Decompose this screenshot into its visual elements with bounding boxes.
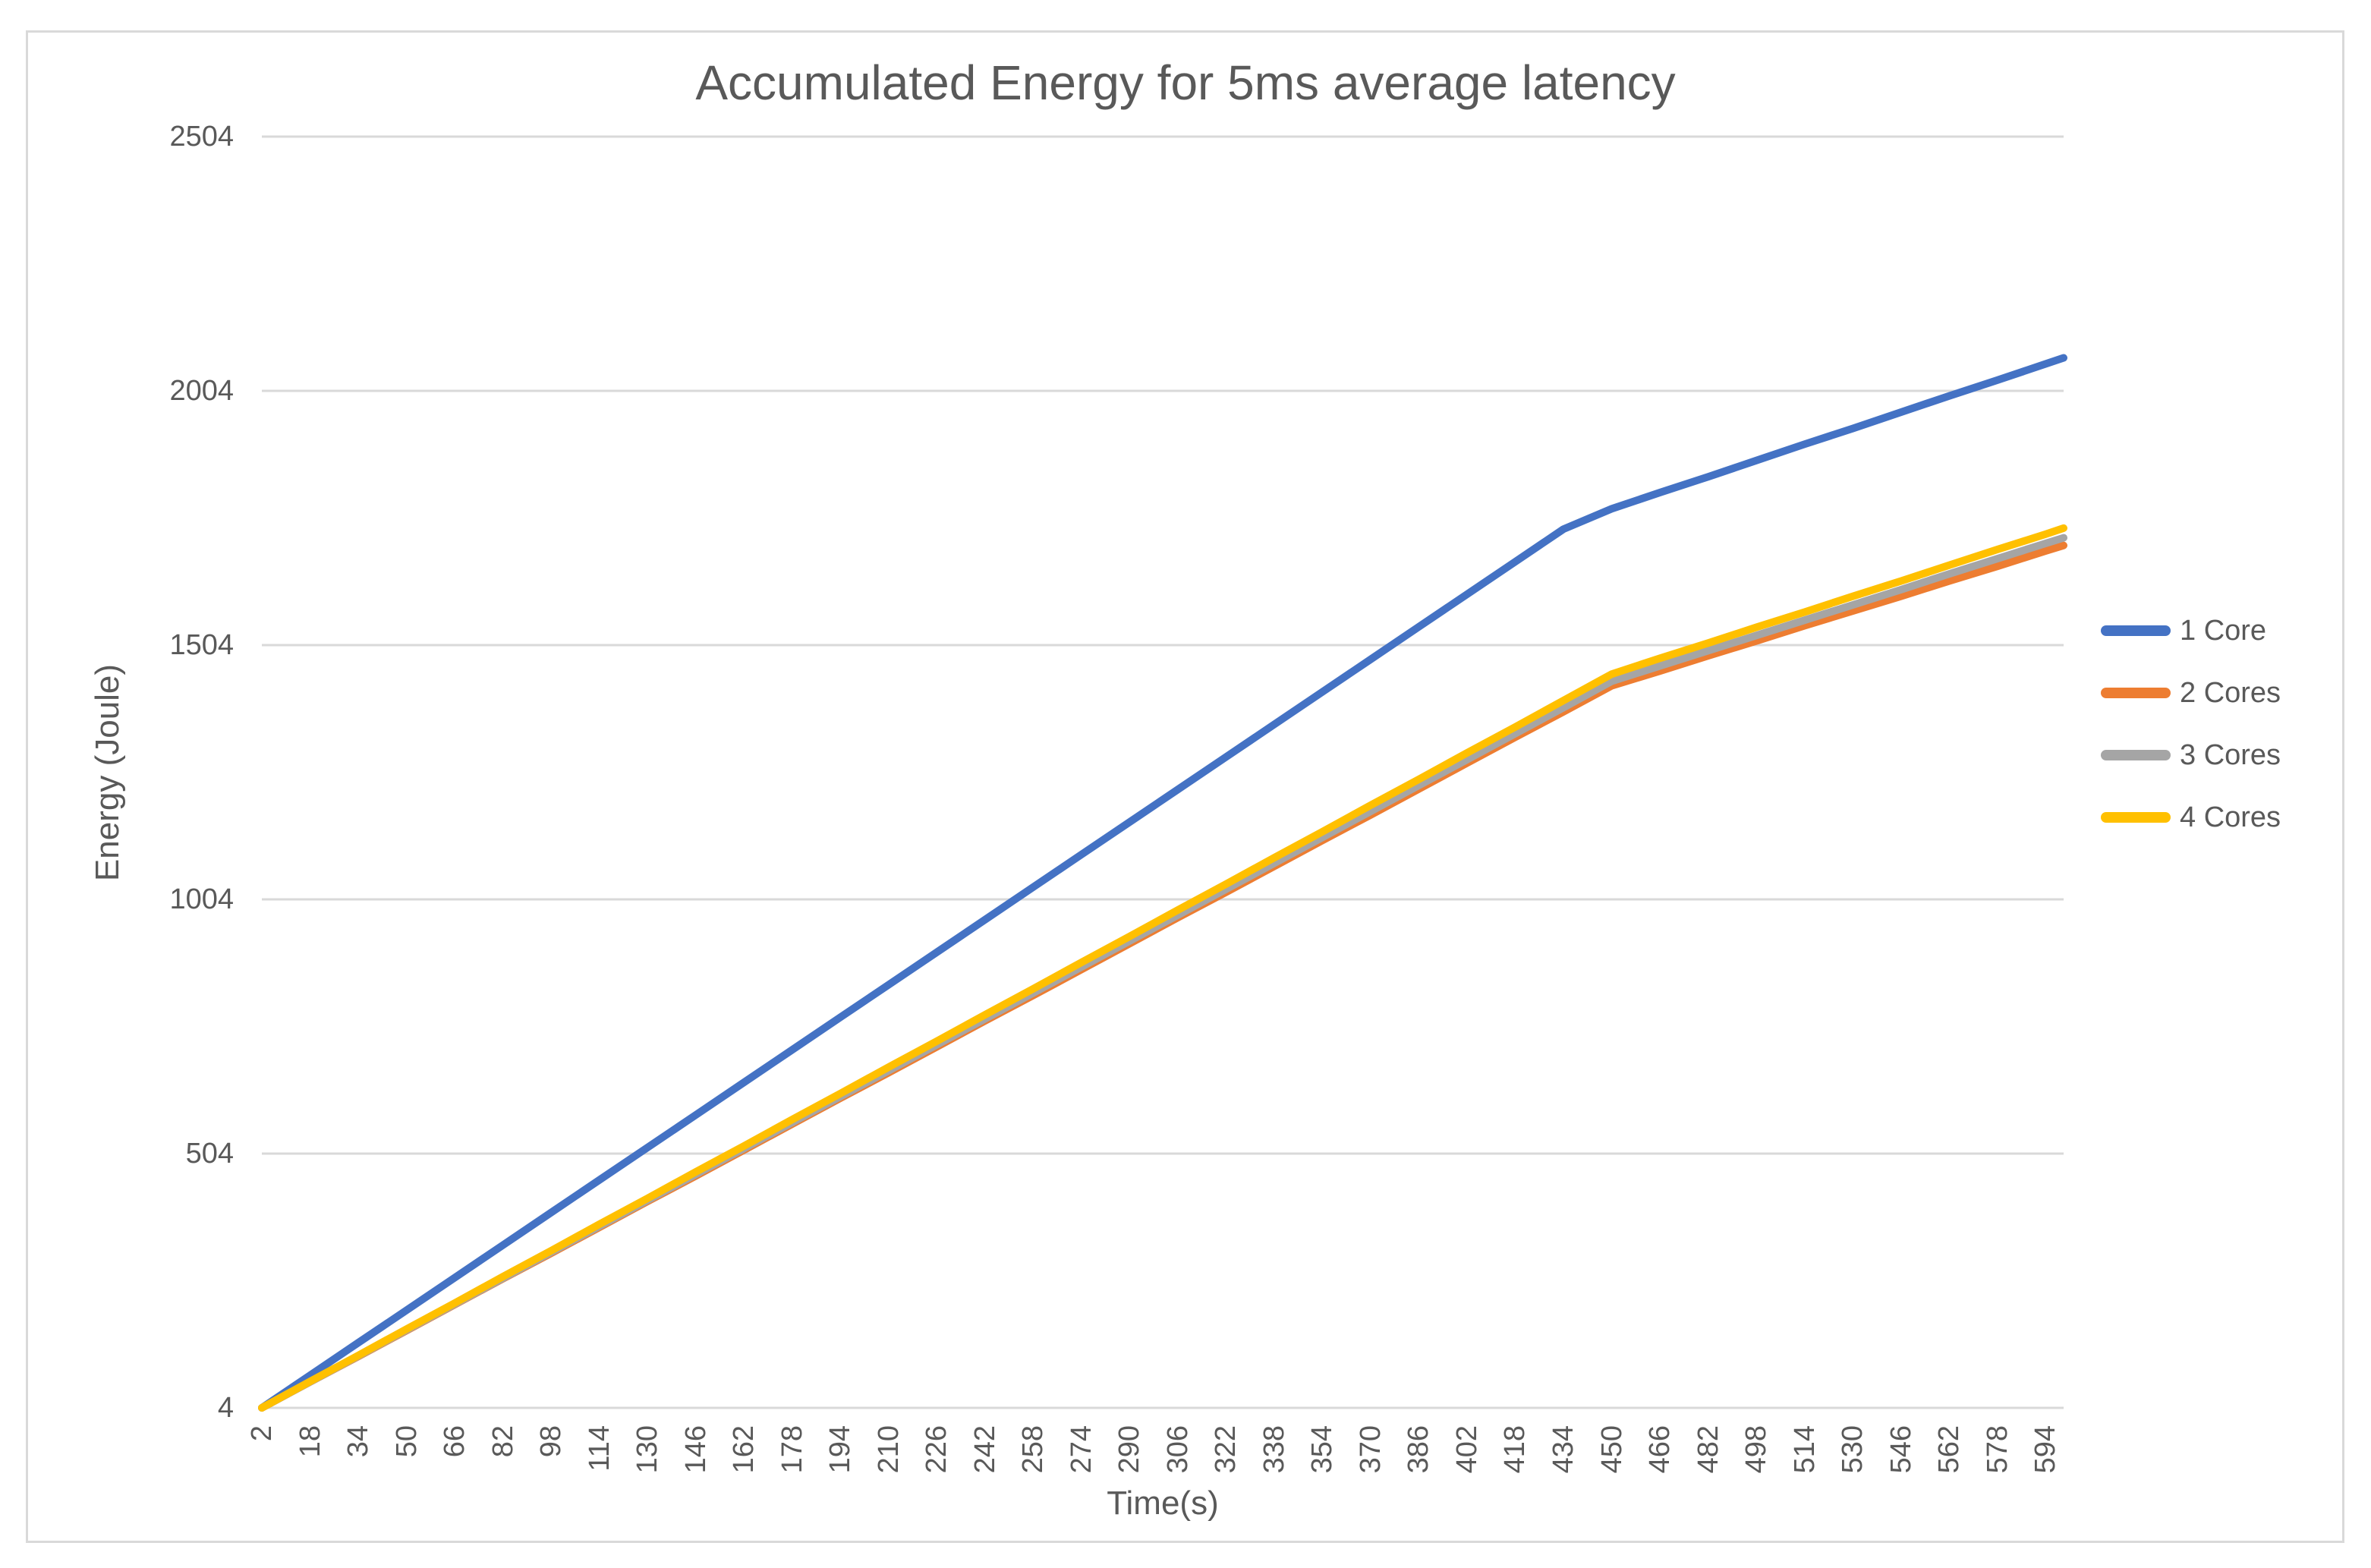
y-tick-label: 2004 — [169, 375, 234, 407]
x-tick-label: 402 — [1450, 1425, 1483, 1474]
x-tick-label: 450 — [1595, 1425, 1628, 1474]
x-tick-label: 146 — [679, 1425, 712, 1474]
legend-line-swatch-icon — [2101, 750, 2171, 760]
x-tick-label: 18 — [294, 1425, 326, 1458]
x-tick-label: 50 — [390, 1425, 423, 1458]
legend-line-swatch-icon — [2101, 688, 2171, 698]
x-tick-label: 210 — [872, 1425, 905, 1474]
x-tick-label: 578 — [1981, 1425, 2014, 1474]
x-tick-label: 322 — [1210, 1425, 1242, 1474]
x-tick-label: 258 — [1017, 1425, 1050, 1474]
x-tick-label: 546 — [1885, 1425, 1917, 1474]
x-tick-label: 498 — [1740, 1425, 1773, 1474]
x-tick-label: 290 — [1113, 1425, 1146, 1474]
series-line-4-cores — [258, 524, 2067, 1412]
x-tick-label: 466 — [1644, 1425, 1677, 1474]
x-tick-label: 386 — [1403, 1425, 1435, 1474]
y-tick-label: 1504 — [169, 629, 234, 661]
x-tick-label: 82 — [486, 1425, 519, 1458]
x-tick-label: 306 — [1161, 1425, 1194, 1474]
series-line-2-cores — [258, 541, 2067, 1412]
legend-label: 3 Cores — [2180, 738, 2281, 771]
x-tick-label: 354 — [1306, 1425, 1339, 1474]
y-tick-label: 2504 — [169, 121, 234, 153]
x-tick-label: 2 — [246, 1425, 278, 1442]
x-tick-label: 274 — [1065, 1425, 1097, 1474]
x-tick-label: 242 — [968, 1425, 1001, 1474]
legend-item: 1 Core — [2101, 600, 2281, 662]
x-tick-label: 338 — [1258, 1425, 1290, 1474]
x-tick-label: 178 — [776, 1425, 808, 1474]
x-tick-label: 562 — [1933, 1425, 1966, 1474]
y-tick-label: 1004 — [169, 883, 234, 915]
x-tick-label: 114 — [583, 1425, 616, 1472]
legend-item: 3 Cores — [2101, 724, 2281, 786]
chart-title: Accumulated Energy for 5ms average laten… — [695, 55, 1676, 110]
x-tick-label: 482 — [1692, 1425, 1724, 1474]
x-tick-label: 594 — [2029, 1425, 2062, 1474]
x-tick-label: 530 — [1837, 1425, 1869, 1474]
legend-label: 1 Core — [2180, 614, 2267, 647]
legend-label: 4 Cores — [2180, 801, 2281, 833]
legend-item: 4 Cores — [2101, 786, 2281, 849]
x-tick-label: 226 — [921, 1425, 953, 1474]
y-axis-title: Energy (Joule) — [89, 663, 126, 882]
x-tick-label: 194 — [824, 1425, 857, 1474]
legend: 1 Core 2 Cores 3 Cores 4 Cores — [2101, 600, 2281, 849]
x-tick-label: 162 — [728, 1425, 760, 1474]
x-tick-label: 514 — [1788, 1425, 1821, 1474]
x-axis-title: Time(s) — [1107, 1485, 1219, 1522]
y-tick-label: 4 — [217, 1392, 234, 1424]
x-tick-label: 130 — [631, 1425, 664, 1474]
legend-label: 2 Cores — [2180, 676, 2281, 709]
x-tick-label: 370 — [1354, 1425, 1387, 1474]
x-tick-label: 98 — [535, 1425, 568, 1458]
x-tick-label: 434 — [1547, 1425, 1579, 1474]
series-line-3-cores — [258, 534, 2067, 1412]
series-line-1-core — [258, 354, 2067, 1412]
x-tick-label: 34 — [342, 1425, 375, 1458]
y-tick-label: 504 — [185, 1138, 234, 1170]
legend-line-swatch-icon — [2101, 812, 2171, 823]
legend-line-swatch-icon — [2101, 625, 2171, 636]
x-tick-label: 66 — [439, 1425, 471, 1458]
legend-item: 2 Cores — [2101, 662, 2281, 724]
x-tick-label: 418 — [1499, 1425, 1532, 1474]
